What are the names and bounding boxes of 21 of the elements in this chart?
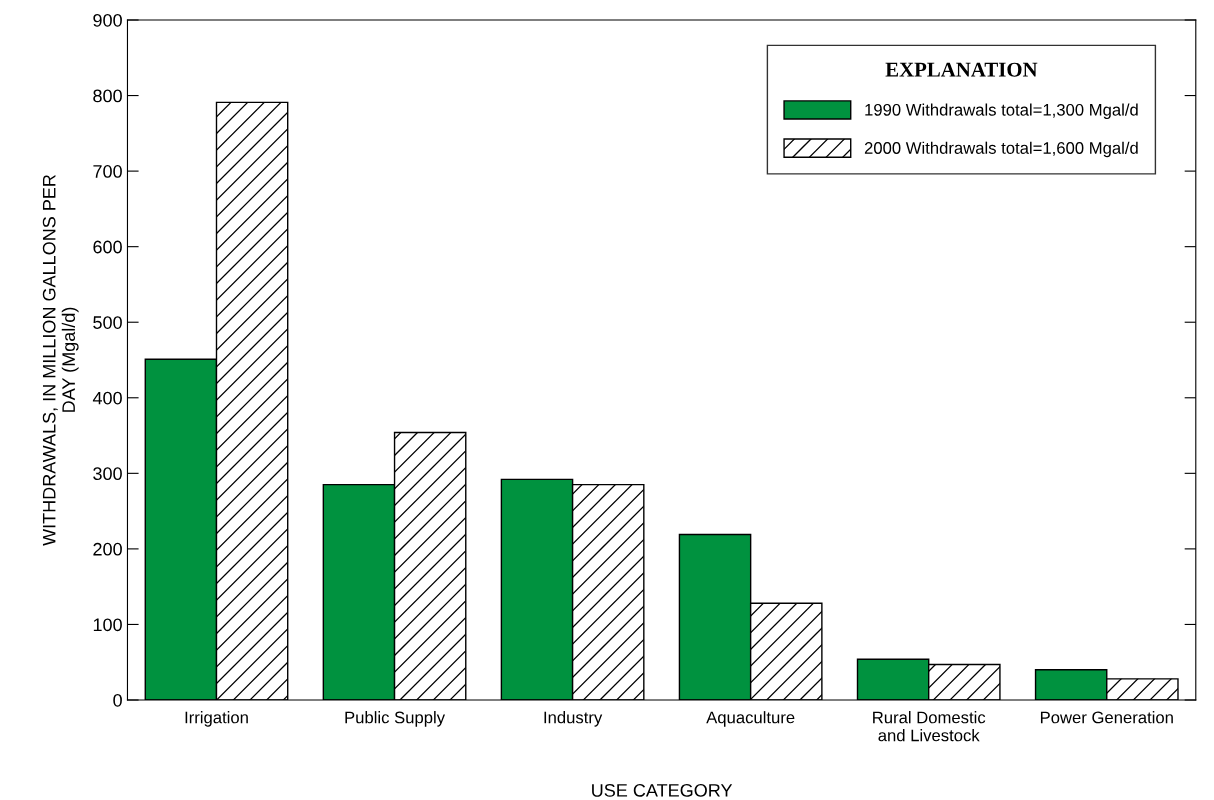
x-tick-label: Rural Domestic and Livestock: [873, 711, 986, 742]
y-tick-label: 200: [93, 542, 122, 556]
y-tick-label: 500: [93, 316, 122, 329]
x-tick-label: Irrigation: [185, 711, 248, 727]
legend-label: 1990 Withdrawals total=1,300 Mgal/d: [865, 103, 1138, 120]
y-tick-label: 0: [113, 693, 122, 707]
y-axis-title: WITHDRAWALS, IN MILLION GALLONS PER DAY (Mgal/d): [42, 174, 79, 546]
y-tick-label: 700: [93, 165, 122, 178]
y-tick-label: 400: [92, 391, 122, 405]
y-tick-label: 100: [93, 618, 122, 632]
x-axis-title: USE CATEGORY: [592, 783, 733, 797]
x-tick-label: Aquaculture: [706, 711, 795, 727]
x-tick-label: Public Supply: [345, 711, 446, 727]
legend-title: EXPLANATION: [885, 62, 1038, 77]
y-tick-label: 900: [93, 13, 122, 27]
y-tick-label: 800: [93, 89, 122, 103]
y-tick-label: 600: [93, 240, 122, 254]
legend-label: 2000 Withdrawals total=1,600 Mgal/d: [864, 141, 1138, 158]
y-tick-label: 300: [93, 467, 122, 481]
x-tick-label: Power Generation: [1040, 711, 1173, 724]
x-tick-label: Industry: [544, 711, 603, 727]
